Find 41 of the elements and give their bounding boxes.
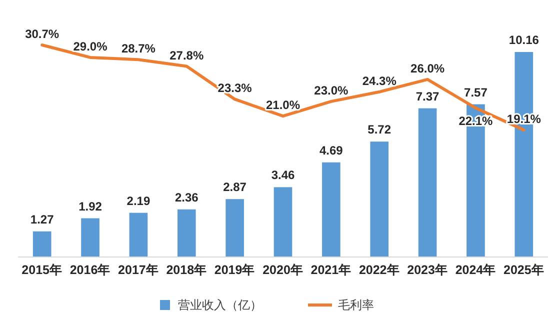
data-label: 5.72 (368, 122, 392, 137)
x-tick-label: 2016年 (70, 263, 111, 277)
bar (322, 162, 340, 257)
data-label: 2.87 (223, 180, 247, 194)
data-label: 26.0% (410, 61, 445, 76)
bar (177, 209, 196, 257)
x-tick-label: 2020年 (262, 263, 304, 277)
bar (129, 212, 148, 257)
bar (274, 187, 292, 257)
bar (370, 142, 389, 257)
data-label: 4.69 (320, 143, 344, 158)
data-label: 7.37 (416, 89, 440, 104)
data-label: 21.0% (266, 98, 300, 112)
data-label: 28.7% (121, 42, 156, 56)
data-label: 1.92 (78, 199, 102, 214)
bar (226, 199, 244, 257)
legend-label: 营业收入（亿） (178, 298, 262, 312)
x-tick-label: 2024年 (455, 263, 496, 277)
bar (32, 231, 52, 257)
x-tick-label: 2018年 (166, 263, 208, 277)
x-tick-label: 2019年 (214, 263, 256, 277)
x-tick-label: 2015年 (22, 263, 62, 277)
x-tick-label: 2025年 (504, 263, 544, 277)
data-label: 7.57 (464, 85, 488, 100)
legend-label: 毛利率 (338, 298, 374, 312)
data-label: 3.46 (271, 168, 295, 182)
data-label: 29.0% (73, 39, 108, 54)
x-tick-label: 2021年 (310, 263, 352, 277)
data-label: 27.8% (170, 48, 204, 62)
x-tick-label: 2022年 (358, 263, 400, 277)
data-label: 10.16 (508, 33, 540, 47)
data-label: 24.3% (362, 74, 397, 88)
bar (418, 108, 437, 257)
data-label: 23.0% (314, 83, 349, 98)
x-tick-label: 2017年 (118, 263, 159, 277)
data-label: 2.19 (126, 194, 150, 208)
data-label: 30.7% (25, 27, 60, 41)
data-label: 2.36 (174, 190, 199, 204)
data-label: 1.27 (30, 212, 54, 226)
bar (81, 218, 100, 257)
x-tick-label: 2023年 (407, 263, 448, 277)
